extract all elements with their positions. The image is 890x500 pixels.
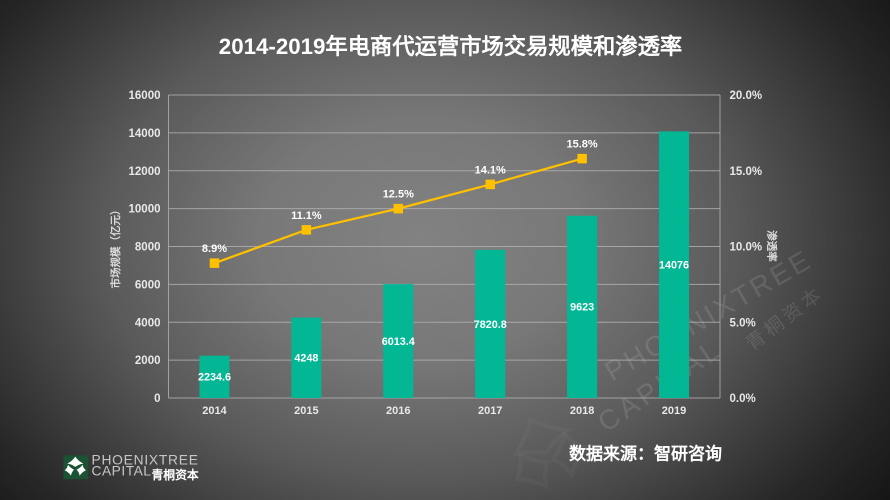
svg-text:2017: 2017 xyxy=(478,405,502,417)
svg-text:2014-2019年电商代运营市场交易规模和渗透率: 2014-2019年电商代运营市场交易规模和渗透率 xyxy=(219,33,682,59)
svg-text:14000: 14000 xyxy=(129,128,161,140)
svg-text:14076: 14076 xyxy=(659,260,689,272)
svg-text:16000: 16000 xyxy=(129,90,161,102)
svg-text:2016: 2016 xyxy=(386,405,410,417)
svg-text:PHOENIXTREE: PHOENIXTREE xyxy=(92,452,199,467)
svg-text:青桐资本: 青桐资本 xyxy=(152,468,199,482)
svg-text:2014: 2014 xyxy=(202,405,227,417)
svg-text:10.0%: 10.0% xyxy=(730,242,763,254)
svg-text:0: 0 xyxy=(154,393,160,405)
svg-text:2015: 2015 xyxy=(294,405,318,417)
svg-text:20.0%: 20.0% xyxy=(730,90,763,102)
svg-text:8.9%: 8.9% xyxy=(202,243,227,255)
svg-text:2019: 2019 xyxy=(662,405,686,417)
svg-text:4248: 4248 xyxy=(294,353,318,365)
svg-text:4000: 4000 xyxy=(135,317,161,329)
svg-text:渗透率: 渗透率 xyxy=(766,230,779,262)
svg-text:2018: 2018 xyxy=(570,405,594,417)
svg-text:5.0%: 5.0% xyxy=(730,317,756,329)
svg-text:12000: 12000 xyxy=(129,166,161,178)
svg-text:2234.6: 2234.6 xyxy=(198,372,231,384)
svg-text:9623: 9623 xyxy=(570,302,594,314)
svg-text:12.5%: 12.5% xyxy=(383,189,414,201)
svg-text:2000: 2000 xyxy=(135,355,161,367)
svg-text:15.0%: 15.0% xyxy=(730,166,763,178)
svg-text:6000: 6000 xyxy=(135,279,161,291)
svg-text:15.8%: 15.8% xyxy=(567,139,598,151)
svg-text:8000: 8000 xyxy=(135,242,161,254)
svg-text:7820.8: 7820.8 xyxy=(474,319,507,331)
svg-text:11.1%: 11.1% xyxy=(291,210,322,222)
svg-text:数据来源：智研咨询: 数据来源：智研咨询 xyxy=(569,444,722,464)
svg-text:市场规模（亿元）: 市场规模（亿元） xyxy=(109,205,122,289)
svg-text:CAPITAL: CAPITAL xyxy=(92,464,152,479)
svg-text:6013.4: 6013.4 xyxy=(382,336,415,348)
svg-text:10000: 10000 xyxy=(129,204,161,216)
svg-text:14.1%: 14.1% xyxy=(475,164,506,176)
svg-text:0.0%: 0.0% xyxy=(730,393,756,405)
